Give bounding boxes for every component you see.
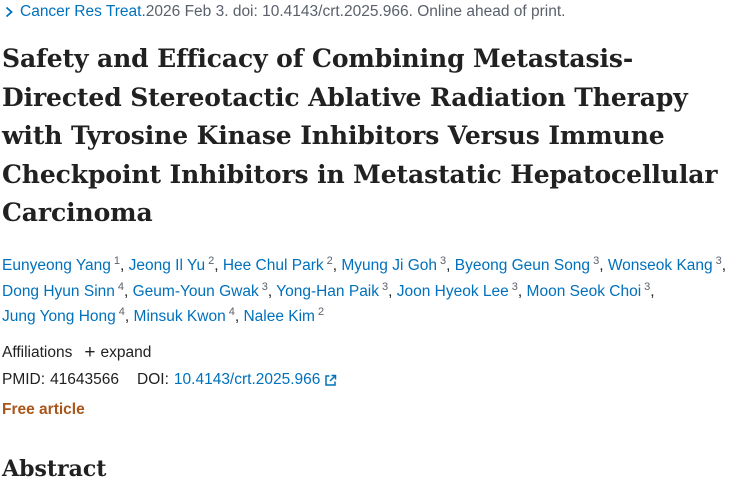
affiliation-number[interactable]: 4 bbox=[117, 280, 124, 293]
author-item: Jung Yong Hong 4, bbox=[2, 306, 130, 326]
author-separator: , bbox=[120, 257, 125, 274]
author-link[interactable]: Minsuk Kwon bbox=[133, 308, 226, 325]
author-separator: , bbox=[124, 308, 130, 325]
author-item: Nalee Kim 2 bbox=[243, 306, 325, 326]
author-link[interactable]: Joon Hyeok Lee bbox=[396, 282, 509, 300]
affiliation-number[interactable]: 3 bbox=[440, 255, 447, 267]
chevron-right-icon bbox=[5, 6, 13, 18]
author-link[interactable]: Eunyeong Yang bbox=[2, 257, 111, 274]
author-item: Geum-Youn Gwak 3, bbox=[132, 280, 273, 300]
doi-link[interactable]: 10.4143/crt.2025.966 bbox=[174, 371, 338, 389]
external-link-icon bbox=[325, 374, 337, 386]
author-item: Byeong Geun Song 3, bbox=[454, 255, 604, 275]
author-separator: , bbox=[214, 257, 219, 274]
affiliation-number[interactable]: 3 bbox=[261, 280, 268, 293]
citation-line: Cancer Res Treat. 2026 Feb 3. doi: 10.41… bbox=[2, 3, 565, 21]
author-link[interactable]: Moon Seok Choi bbox=[526, 282, 642, 300]
author-separator: , bbox=[332, 257, 338, 274]
affiliations-label: Affiliations bbox=[2, 343, 73, 361]
author-item: Yong-Han Paik 3, bbox=[276, 280, 393, 300]
pmid-label: PMID: bbox=[2, 371, 46, 388]
affiliations-row: Affiliations + expand bbox=[2, 343, 151, 362]
abstract-heading: Abstract bbox=[2, 456, 107, 482]
pmid-value: 41643566 bbox=[50, 371, 120, 388]
author-link[interactable]: Wonseok Kang bbox=[607, 257, 713, 274]
author-item: Moon Seok Choi 3, bbox=[526, 280, 655, 300]
author-item: Joon Hyeok Lee 3, bbox=[396, 280, 523, 300]
author-link[interactable]: Hee Chul Park bbox=[222, 257, 324, 274]
author-link[interactable]: Yong-Han Paik bbox=[276, 282, 380, 300]
author-item: Eunyeong Yang 1, bbox=[2, 255, 125, 275]
author-item: Dong Hyun Sinn 4, bbox=[2, 280, 129, 300]
author-link[interactable]: Jung Yong Hong bbox=[2, 308, 116, 325]
author-separator: , bbox=[650, 282, 655, 300]
expand-affiliations-button[interactable]: + expand bbox=[84, 343, 151, 362]
author-item: Jeong Il Yu 2, bbox=[128, 255, 219, 275]
affiliation-number[interactable]: 3 bbox=[511, 280, 518, 293]
author-item: Minsuk Kwon 4, bbox=[133, 306, 240, 326]
affiliation-number[interactable]: 3 bbox=[715, 255, 722, 267]
author-separator: , bbox=[446, 257, 451, 274]
expand-label: expand bbox=[100, 343, 152, 361]
affiliation-number[interactable]: 1 bbox=[113, 255, 121, 267]
author-item: Hee Chul Park 2, bbox=[222, 255, 338, 275]
doi-value: 10.4143/crt.2025.966 bbox=[173, 371, 321, 388]
affiliation-number[interactable]: 4 bbox=[118, 306, 125, 318]
affiliation-number[interactable]: 2 bbox=[208, 255, 215, 267]
free-article-badge: Free article bbox=[2, 401, 85, 418]
doi-label: DOI: bbox=[137, 371, 169, 388]
affiliation-number[interactable]: 2 bbox=[326, 255, 333, 267]
affiliation-number[interactable]: 3 bbox=[382, 280, 389, 293]
author-separator: , bbox=[267, 282, 273, 300]
author-separator: , bbox=[124, 282, 129, 300]
author-item: Myung Ji Goh 3, bbox=[341, 255, 451, 275]
plus-icon: + bbox=[84, 342, 96, 363]
author-separator: , bbox=[517, 282, 523, 300]
author-link[interactable]: Jeong Il Yu bbox=[128, 257, 206, 274]
author-link[interactable]: Myung Ji Goh bbox=[341, 257, 437, 274]
author-link[interactable]: Geum-Youn Gwak bbox=[132, 282, 259, 300]
author-link[interactable]: Byeong Geun Song bbox=[454, 257, 591, 274]
author-link[interactable]: Dong Hyun Sinn bbox=[2, 282, 115, 300]
author-link[interactable]: Nalee Kim bbox=[243, 308, 315, 325]
article-title: Safety and Efficacy of Combining Metasta… bbox=[2, 44, 718, 227]
identifiers-row: PMID: 41643566 DOI: 10.4143/crt.2025.966 bbox=[2, 371, 337, 389]
affiliation-number[interactable]: 3 bbox=[593, 255, 600, 267]
citation-details: 2026 Feb 3. doi: 10.4143/crt.2025.966. O… bbox=[145, 3, 566, 20]
journal-link[interactable]: Cancer Res Treat. bbox=[20, 3, 146, 20]
author-separator: , bbox=[234, 308, 240, 325]
affiliation-number[interactable]: 3 bbox=[644, 280, 651, 293]
author-separator: , bbox=[388, 282, 393, 300]
author-separator: , bbox=[599, 257, 604, 274]
author-item: Wonseok Kang 3, bbox=[607, 255, 727, 275]
affiliation-number[interactable]: 2 bbox=[317, 306, 325, 318]
author-separator: , bbox=[721, 257, 727, 274]
affiliation-number[interactable]: 4 bbox=[228, 306, 235, 318]
authors-list: Eunyeong Yang 1, Jeong Il Yu 2, Hee Chul P… bbox=[2, 253, 742, 330]
